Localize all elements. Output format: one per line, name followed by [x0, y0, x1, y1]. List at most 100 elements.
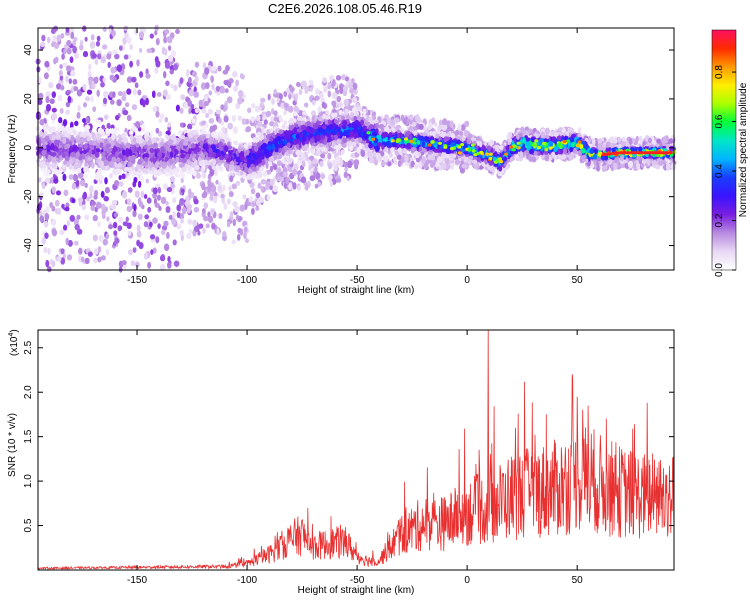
- spectrogram-cell: [45, 206, 50, 214]
- spectrogram-cell: [301, 161, 306, 167]
- spectrogram-cell: [225, 65, 230, 72]
- spectrogram-cell: [221, 126, 226, 134]
- spectrogram-cell: [347, 160, 353, 169]
- spectrogram-cell: [454, 159, 461, 165]
- spectrogram-cell: [110, 66, 116, 74]
- spectrogram-cell: [394, 150, 400, 156]
- spectrogram-cell: [388, 152, 393, 158]
- spectrogram-cell: [122, 37, 127, 45]
- spectrogram-cell: [44, 232, 49, 239]
- spectrogram-cell: [308, 79, 314, 85]
- spectrogram-cell: [146, 197, 152, 204]
- spectrogram-cell: [114, 53, 120, 60]
- spectrogram-cell: [136, 59, 140, 67]
- spectrogram-cell: [270, 116, 275, 123]
- spectrogram-cell: [136, 224, 141, 232]
- spectrogram-cell: [336, 95, 342, 103]
- spectrogram-cell: [489, 139, 494, 146]
- spectrogram-cell: [144, 214, 150, 220]
- spectrogram-cell: [129, 44, 134, 50]
- spectrogram-cell: [236, 233, 241, 241]
- spectrogram-cell: [48, 82, 54, 89]
- spectrogram-cell: [163, 71, 167, 79]
- spectrogram-cell: [200, 82, 207, 90]
- spectrogram-cell: [81, 204, 86, 211]
- spectrogram-cell: [257, 121, 263, 128]
- spectrogram-cell: [160, 263, 166, 272]
- spectrogram-cell: [82, 25, 87, 32]
- spectrogram-cell: [100, 190, 105, 198]
- spectrogram-cell: [245, 125, 252, 133]
- spectrogram-cell: [62, 119, 68, 127]
- spectrogram-cell: [461, 163, 467, 169]
- spectrogram-cell: [149, 33, 154, 39]
- spectrogram-cell: [163, 220, 169, 227]
- spectrogram-cell: [109, 173, 113, 179]
- spectrogram-cell: [301, 156, 307, 162]
- spectrogram-cell: [228, 191, 234, 198]
- spectrogram-cell: [176, 224, 182, 230]
- spectrogram-cell: [250, 115, 255, 123]
- spectrogram-cell: [406, 118, 411, 124]
- spectrogram-cell: [194, 225, 200, 232]
- spectrogram-cell: [52, 229, 57, 237]
- spectrogram-cell: [90, 34, 95, 41]
- spectrogram-cell: [188, 76, 192, 84]
- spectrogram-cell: [665, 163, 671, 171]
- spectrogram-cell: [43, 246, 48, 254]
- spectrogram-cell: [156, 92, 162, 97]
- spectrogram-cell: [188, 228, 193, 234]
- spectrogram-cell: [185, 195, 190, 202]
- spectrogram-cell: [277, 167, 282, 174]
- spectrogram-cell: [37, 98, 43, 106]
- spectrogram-cell: [39, 215, 45, 223]
- spectrogram-cell: [209, 194, 214, 202]
- spectrogram-cell: [269, 185, 274, 191]
- spectrogram-cell: [152, 217, 158, 224]
- spectrogram-cell: [113, 241, 117, 247]
- spectrogram-cell: [114, 180, 120, 186]
- spectrogram-cell: [220, 120, 225, 126]
- spectrogram-cell: [191, 108, 196, 114]
- spectrogram-cell: [596, 164, 600, 172]
- spectrogram-cell: [39, 119, 45, 126]
- spectrogram-cell: [193, 198, 199, 205]
- spectrogram-cell: [73, 173, 77, 182]
- spectrogram-cell: [211, 165, 217, 171]
- spectrogram-cell: [346, 175, 350, 182]
- spectrogram-cell: [437, 124, 443, 131]
- spectrogram-cell: [167, 122, 172, 128]
- spectrogram-cell: [101, 124, 106, 130]
- spectrogram-cell: [203, 202, 209, 210]
- spectrogram-cell: [215, 179, 219, 185]
- spectrogram-cell: [231, 114, 237, 123]
- spectrogram-cell: [197, 230, 201, 236]
- spectrogram-cell: [86, 195, 91, 202]
- spectrogram-cell: [220, 193, 225, 199]
- spectrogram-cell: [188, 188, 192, 196]
- spectrogram-cell: [180, 188, 185, 194]
- spectrogram-cell: [130, 260, 136, 267]
- spectrogram-cell: [171, 217, 177, 226]
- spectrogram-cell: [327, 81, 332, 90]
- spectrogram-cell: [47, 247, 51, 255]
- spectrogram-cell: [308, 164, 312, 172]
- spectrogram-cell: [137, 213, 143, 221]
- spectrogram-cell: [205, 223, 210, 229]
- spectrogram-cell: [70, 31, 74, 39]
- spectrogram-cell: [287, 105, 294, 113]
- spectrogram-cell: [207, 108, 213, 115]
- spectrogram-cell: [351, 77, 355, 84]
- spectrogram-cell: [100, 56, 106, 64]
- spectrogram-cell: [237, 115, 243, 121]
- spectrogram-cell: [82, 51, 89, 58]
- spectrogram-cell: [148, 221, 153, 227]
- spectrogram-cell: [208, 165, 212, 171]
- spectrogram-cell: [257, 182, 262, 189]
- spectrogram-cell: [53, 178, 59, 184]
- spectrogram-cell: [400, 114, 405, 122]
- spectrogram-cell: [45, 259, 50, 268]
- spectrogram-cell: [320, 153, 326, 159]
- spectrogram-cell: [64, 206, 70, 212]
- spectrogram-cell: [327, 162, 333, 170]
